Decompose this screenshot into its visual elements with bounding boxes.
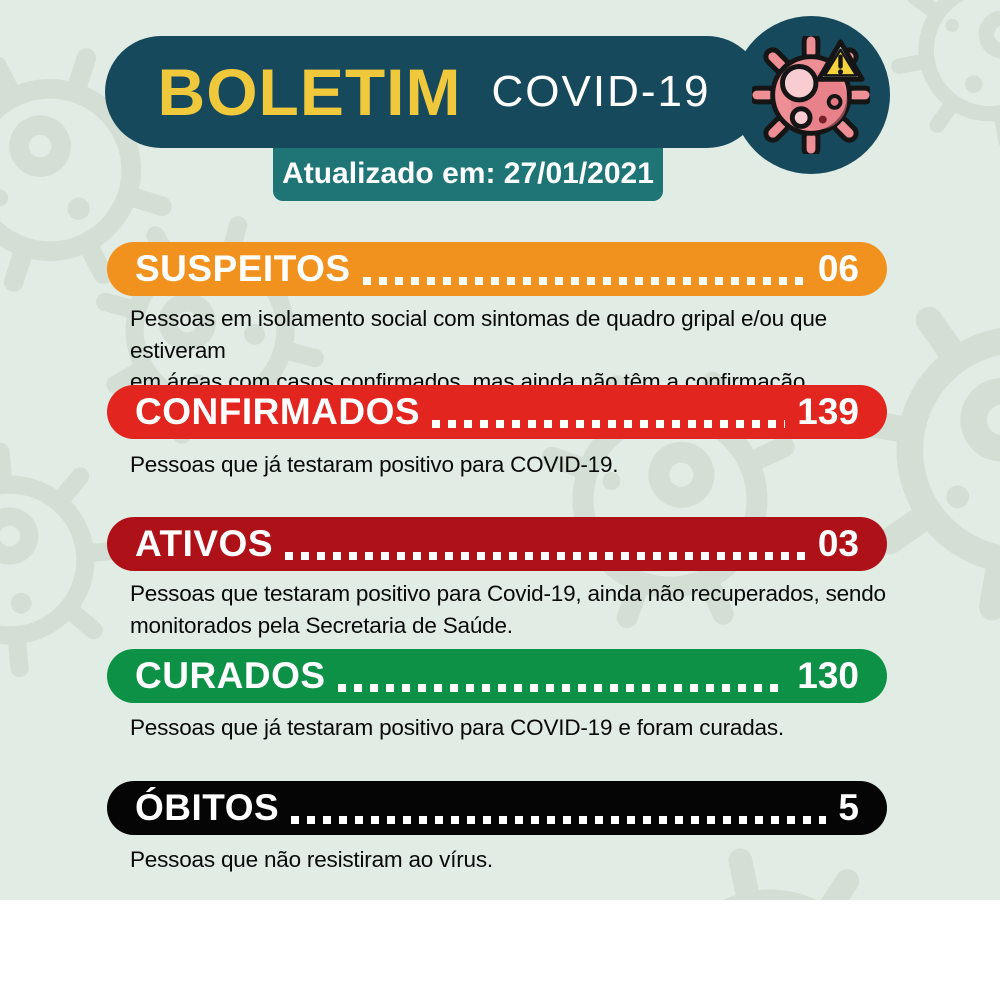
page-title: BOLETIM	[157, 55, 462, 129]
footer-strip: GOVERNO MUNICIPAL DE PEDRO RÉGIS COMPROM…	[0, 900, 1000, 1000]
stat-bar-curados: CURADOS 130	[107, 649, 887, 703]
stat-bar-ativos: ATIVOS 03	[107, 517, 887, 571]
stat-value: 06	[817, 248, 859, 289]
dotted-leader	[362, 277, 806, 285]
dotted-leader	[285, 552, 806, 560]
virus-watermark	[880, 0, 1000, 160]
virus-warning-badge	[732, 16, 890, 174]
dotted-leader	[291, 816, 827, 824]
stat-value: 5	[838, 787, 859, 828]
stat-description: Pessoas que testaram positivo para Covid…	[130, 581, 886, 638]
header-banner: BOLETIM COVID-19	[105, 36, 763, 148]
dotted-leader	[337, 684, 786, 692]
virus-warning-icon	[752, 36, 870, 154]
stat-bar-suspeitos: SUSPEITOS 06	[107, 242, 887, 296]
stat-label: ATIVOS	[135, 523, 273, 564]
page-subtitle: COVID-19	[491, 67, 711, 116]
stat-bar-obitos: ÓBITOS 5	[107, 781, 887, 835]
stat-description: Pessoas que não resistiram ao vírus.	[130, 847, 493, 872]
stat-description: Pessoas que já testaram positivo para CO…	[130, 452, 619, 477]
stat-value: 130	[797, 655, 859, 696]
stat-label: ÓBITOS	[135, 787, 280, 828]
updated-date-text: Atualizado em: 27/01/2021	[282, 156, 654, 190]
stat-description: Pessoas que já testaram positivo para CO…	[130, 715, 784, 740]
updated-date-bar: Atualizado em: 27/01/2021	[273, 146, 663, 201]
stat-bar-confirmados: CONFIRMADOS 139	[107, 385, 887, 439]
stat-label: CONFIRMADOS	[135, 391, 421, 432]
stat-label: CURADOS	[135, 655, 326, 696]
stat-label: SUSPEITOS	[135, 248, 351, 289]
dotted-leader	[432, 420, 786, 428]
stat-value: 03	[817, 523, 859, 564]
stat-value: 139	[797, 391, 859, 432]
